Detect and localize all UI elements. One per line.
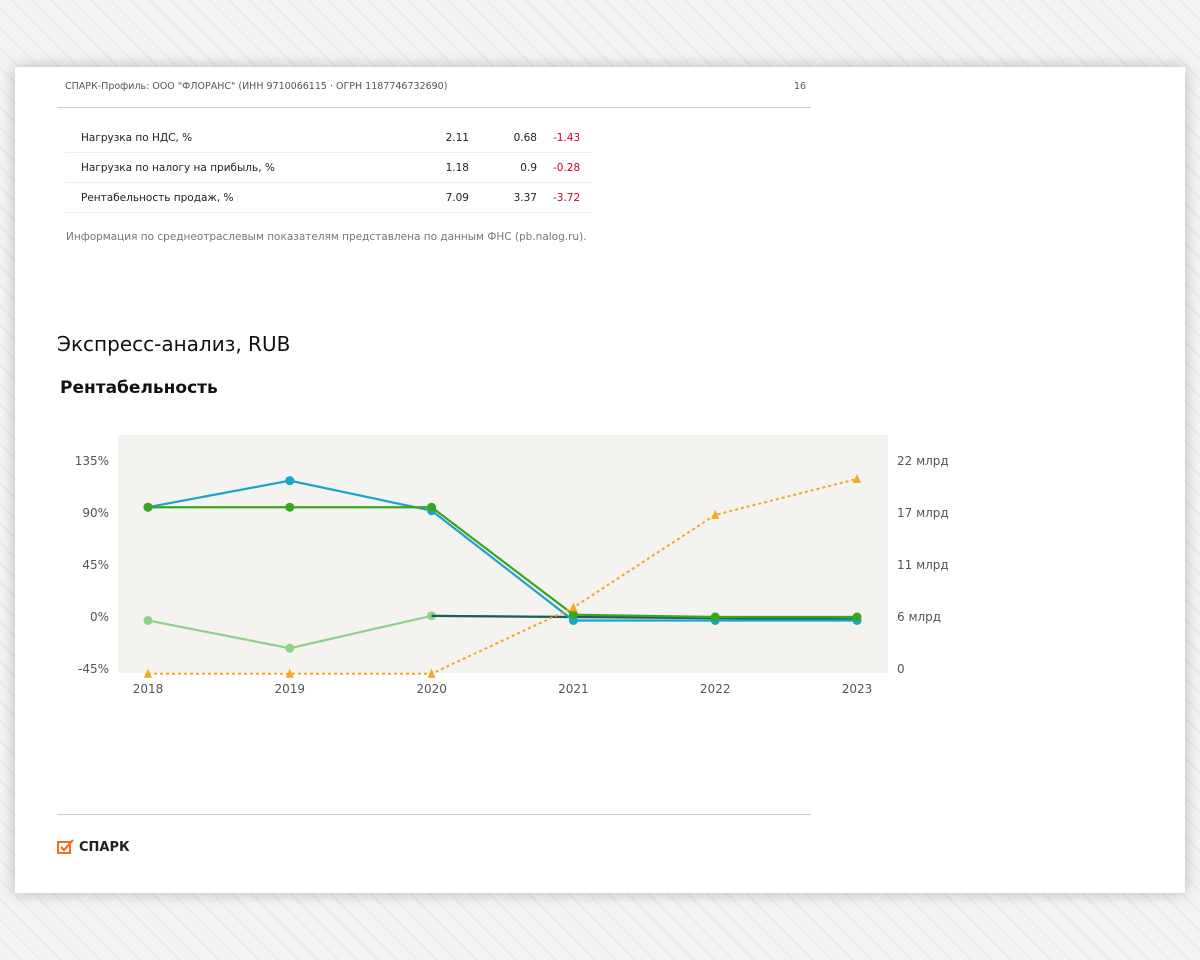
series-point-4 [427, 668, 436, 678]
spark-logo: СПАРК [57, 839, 130, 855]
series-point-0 [285, 643, 295, 653]
row-value: 3.37 [469, 182, 537, 213]
logo-check-icon [57, 839, 74, 854]
y-right-tick-label: 0 [897, 662, 905, 676]
series-point-3 [568, 610, 578, 620]
series-point-3 [852, 612, 862, 622]
x-tick-label: 2019 [275, 682, 306, 696]
series-point-4 [144, 668, 152, 678]
report-page: СПАРК-Профиль: ООО "ФЛОРАНС" (ИНН 971006… [15, 67, 1185, 893]
series-point-4 [711, 509, 720, 519]
row-diff: -0.28 [537, 152, 593, 183]
source-note: Информация по среднеотраслевым показател… [66, 231, 587, 243]
table-row: Рентабельность продаж, % 7.09 3.37 -3.72 [65, 182, 593, 213]
series-line-2 [147, 479, 857, 622]
chart-title: Рентабельность [60, 378, 218, 398]
series-line-1 [431, 614, 858, 621]
y-right-tick-label: 6 млрд [897, 610, 941, 624]
y-right-tick-label: 17 млрд [897, 506, 949, 520]
y-left-tick-label: 45% [82, 558, 109, 572]
row-value: 1.18 [411, 152, 469, 183]
section-title: Экспресс-анализ, RUB [57, 332, 291, 356]
series-point-3 [710, 612, 720, 622]
x-tick-label: 2018 [133, 682, 164, 696]
table-row: Нагрузка по НДС, % 2.11 0.68 -1.43 [65, 123, 593, 153]
row-diff: -3.72 [537, 182, 593, 213]
row-label: Нагрузка по налогу на прибыль, % [65, 152, 411, 183]
series-line-4 [148, 477, 858, 675]
footer-divider [57, 814, 811, 815]
row-label: Рентабельность продаж, % [65, 182, 411, 213]
series-point-4 [853, 473, 861, 483]
x-tick-label: 2022 [700, 682, 731, 696]
indicator-table: Нагрузка по НДС, % 2.11 0.68 -1.43 Нагрузка… [65, 123, 593, 213]
profitability-chart: 135% 90% 45% 0% -45% 22 млрд 17 млрд 11 млрд 6 м… [75, 435, 949, 696]
row-value: 0.9 [469, 152, 537, 183]
plot-area [118, 435, 888, 673]
x-tick-label: 2020 [416, 682, 447, 696]
y-right-tick-label: 11 млрд [897, 558, 949, 572]
y-left-tick-label: 0% [90, 610, 109, 624]
row-diff: -1.43 [537, 123, 593, 153]
logo-text: СПАРК [79, 839, 130, 855]
series-point-4 [285, 668, 294, 678]
page-header: СПАРК-Профиль: ООО "ФЛОРАНС" (ИНН 971006… [65, 81, 448, 92]
y-left-tick-label: -45% [78, 662, 109, 676]
series-point-3 [427, 502, 437, 512]
series-line-3 [148, 506, 857, 619]
series-point-3 [285, 502, 295, 512]
y-left-tick-label: 135% [75, 454, 109, 468]
page-number: 16 [794, 81, 807, 92]
row-value: 2.11 [411, 123, 469, 153]
series-point-2 [285, 476, 295, 486]
series-point-3 [143, 502, 153, 512]
row-label: Нагрузка по НДС, % [65, 123, 411, 153]
x-tick-label: 2023 [842, 682, 873, 696]
series-point-0 [143, 615, 153, 625]
header-divider [57, 107, 811, 108]
row-value: 7.09 [411, 182, 469, 213]
y-right-tick-label: 22 млрд [897, 454, 949, 468]
series-point-4 [569, 602, 578, 612]
y-left-tick-label: 90% [82, 506, 109, 520]
row-value: 0.68 [469, 123, 537, 153]
x-tick-label: 2021 [558, 682, 589, 696]
table-row: Нагрузка по налогу на прибыль, % 1.18 0.9-… [65, 152, 593, 183]
